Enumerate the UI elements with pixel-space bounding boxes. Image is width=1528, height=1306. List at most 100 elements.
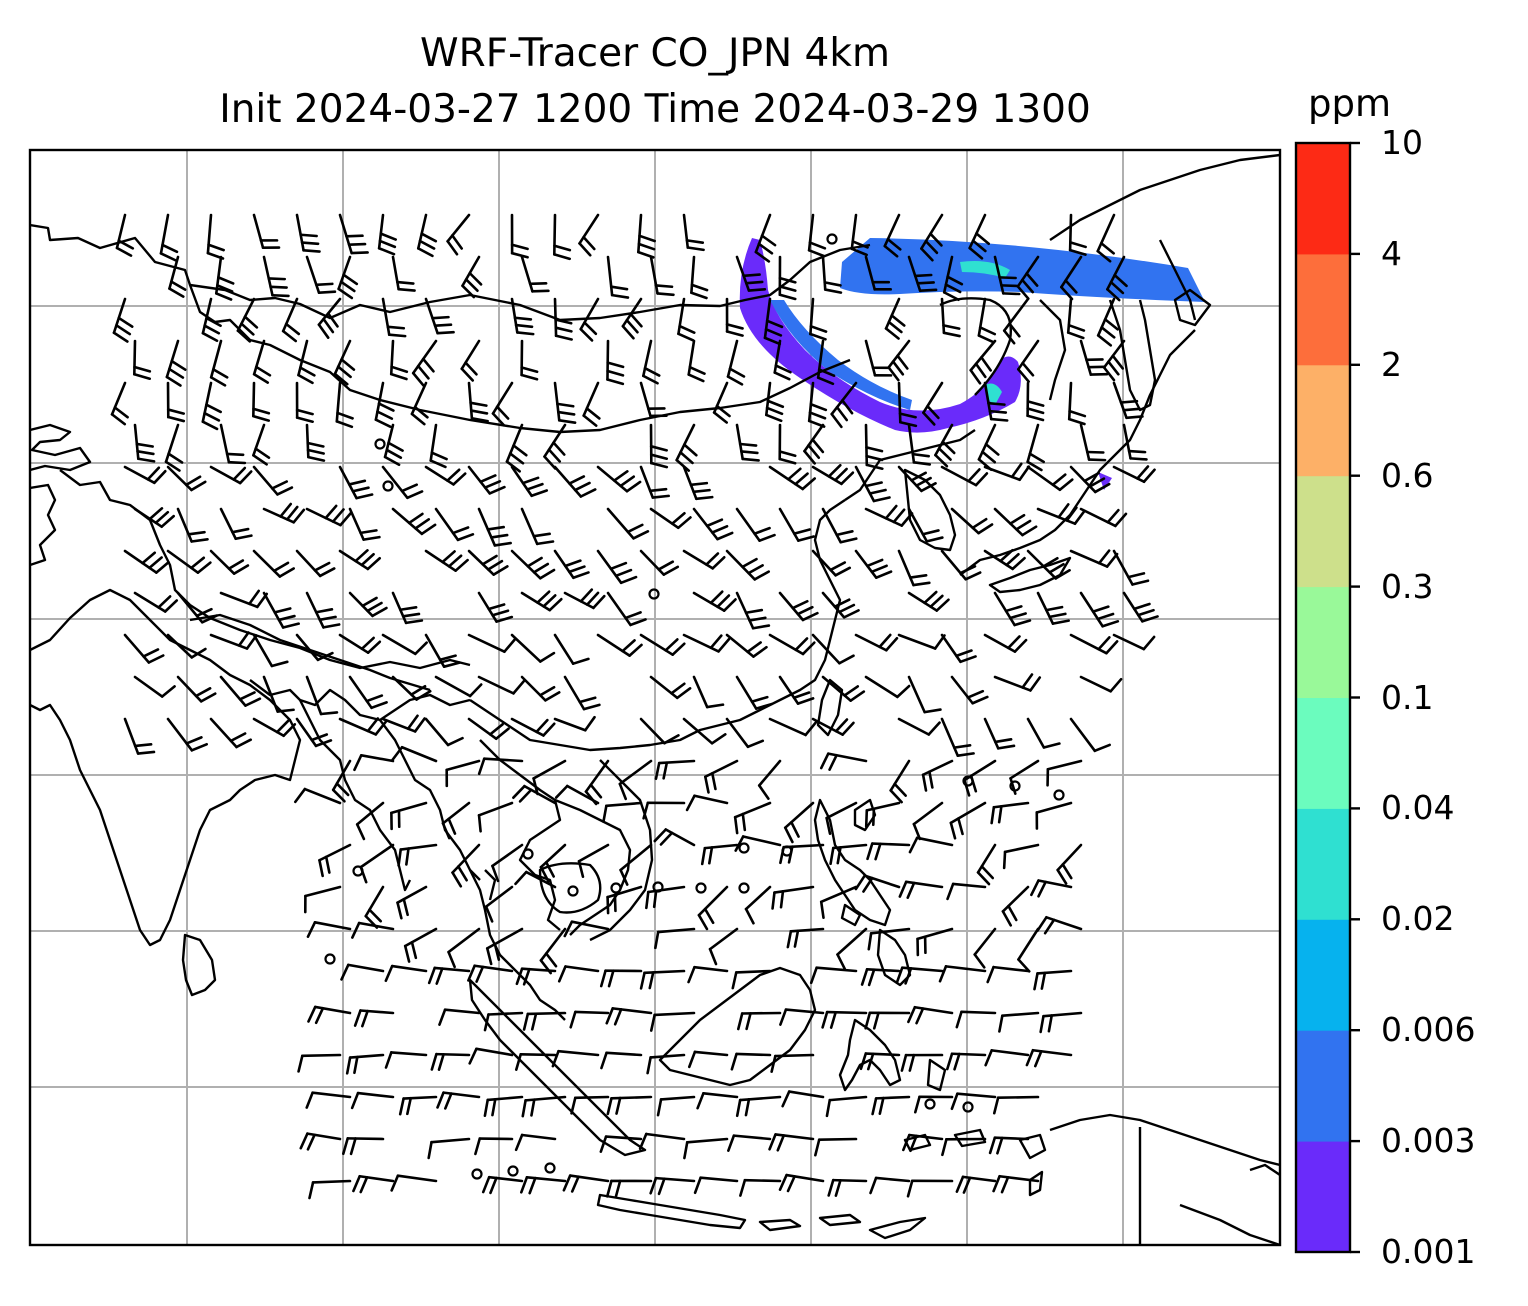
colorbar-tick-label: 0.04: [1381, 788, 1455, 828]
wind-barb: [374, 381, 395, 429]
wind-barb: [553, 213, 572, 261]
wind-barb: [384, 1051, 428, 1069]
wind-barb: [553, 549, 590, 580]
wind-barb: [606, 255, 630, 299]
wind-barb: [940, 465, 989, 487]
wind-barb: [606, 591, 647, 627]
wind-barb: [262, 502, 306, 524]
wind-barb: [337, 255, 359, 300]
wind-barb: [945, 1052, 987, 1071]
wind-barb: [940, 633, 977, 664]
colorbar: [1294, 141, 1360, 1254]
colorbar-unit-label: ppm: [1308, 82, 1392, 125]
wind-barb: [252, 465, 294, 496]
wind-barb: [1035, 801, 1073, 830]
wind-barb: [350, 1091, 395, 1110]
wind-barb: [649, 507, 692, 530]
wind-barb: [352, 1174, 395, 1194]
wind-barb: [521, 1095, 567, 1118]
wind-barb: [262, 255, 290, 298]
colorbar-tick-label: 0.006: [1381, 1010, 1476, 1050]
wind-barb: [744, 885, 772, 925]
wind-barb: [427, 1137, 471, 1160]
wind-barb: [510, 213, 529, 259]
wind-barb: [757, 759, 782, 800]
wind-barb: [811, 717, 855, 736]
wind-barb: [166, 633, 207, 659]
wind-barb: [864, 504, 914, 527]
wind-barb: [262, 675, 295, 713]
wind-barb: [682, 549, 726, 570]
wind-barb: [1017, 927, 1040, 973]
wind-barb: [434, 507, 475, 542]
wind-barb: [955, 1175, 997, 1194]
wind-barb: [410, 381, 429, 426]
wind-barb: [902, 1133, 944, 1153]
wind-barb: [677, 297, 696, 342]
wind-barb: [551, 1049, 600, 1068]
coastlines: [30, 153, 1280, 1245]
colorbar-segment: [1296, 475, 1350, 588]
wind-barb: [579, 297, 600, 342]
wind-barb: [338, 465, 374, 500]
wind-barb: [1106, 255, 1128, 302]
wind-barb: [907, 255, 938, 293]
wind-barb: [934, 423, 956, 468]
wind-barb: [778, 423, 797, 465]
wind-barb: [1069, 717, 1111, 753]
wind-barb: [297, 1053, 342, 1073]
wind-barb: [1036, 916, 1083, 935]
wind-barb: [946, 882, 987, 901]
wind-barb: [424, 549, 469, 572]
wind-barb: [553, 633, 590, 665]
colorbar-tick-label: 4: [1381, 233, 1402, 273]
wind-barb: [295, 549, 336, 578]
wind-barb: [123, 465, 167, 485]
wind-barb: [897, 465, 937, 493]
wind-barb: [176, 591, 219, 624]
wind-barb: [236, 297, 259, 343]
colorbar-segment: [1296, 364, 1350, 477]
wind-barb: [770, 1053, 815, 1073]
wind-barb: [821, 675, 866, 702]
wind-barb: [642, 801, 686, 820]
wind-barb: [112, 297, 134, 343]
map-title: WRF-Tracer CO_JPN 4km: [420, 31, 890, 76]
wind-barb: [510, 297, 535, 336]
wind-barb: [922, 381, 944, 426]
wind-barb: [889, 759, 911, 804]
wind-barb: [639, 969, 686, 990]
wind-barb: [859, 1052, 901, 1071]
wind-barb: [1069, 633, 1119, 655]
wind-barb: [477, 591, 514, 623]
wind-barb: [281, 297, 301, 343]
wind-barb: [779, 1008, 825, 1026]
wind-barb: [514, 1052, 557, 1071]
wind-barb: [467, 465, 506, 495]
wind-barb: [825, 1095, 868, 1118]
wind-barb: [829, 843, 868, 866]
wind-barb: [968, 213, 991, 260]
wind-barb: [639, 465, 670, 499]
wind-barb: [895, 966, 944, 985]
map-subtitle: Init 2024-03-27 1200 Time 2024-03-29 130…: [219, 87, 1091, 132]
wind-barb: [1112, 465, 1156, 484]
wind-barb: [353, 753, 395, 772]
wind-barb: [618, 759, 653, 801]
wind-barb: [811, 633, 855, 665]
wind-barb: [348, 675, 388, 710]
wind-barb: [1112, 549, 1150, 586]
wind-barb: [133, 423, 156, 463]
wind-barb: [305, 591, 341, 629]
wind-barb: [778, 507, 816, 542]
wind-barb: [687, 1050, 729, 1069]
wind-barb: [998, 1011, 1040, 1033]
wind-barb: [317, 297, 342, 339]
wind-barb: [384, 964, 428, 983]
wind-barb: [1026, 549, 1071, 580]
wind-barb: [115, 213, 135, 257]
wind-barb: [338, 549, 382, 571]
colorbar-segment: [1296, 697, 1350, 809]
wind-barb: [811, 463, 855, 486]
wind-barb: [993, 255, 1021, 296]
